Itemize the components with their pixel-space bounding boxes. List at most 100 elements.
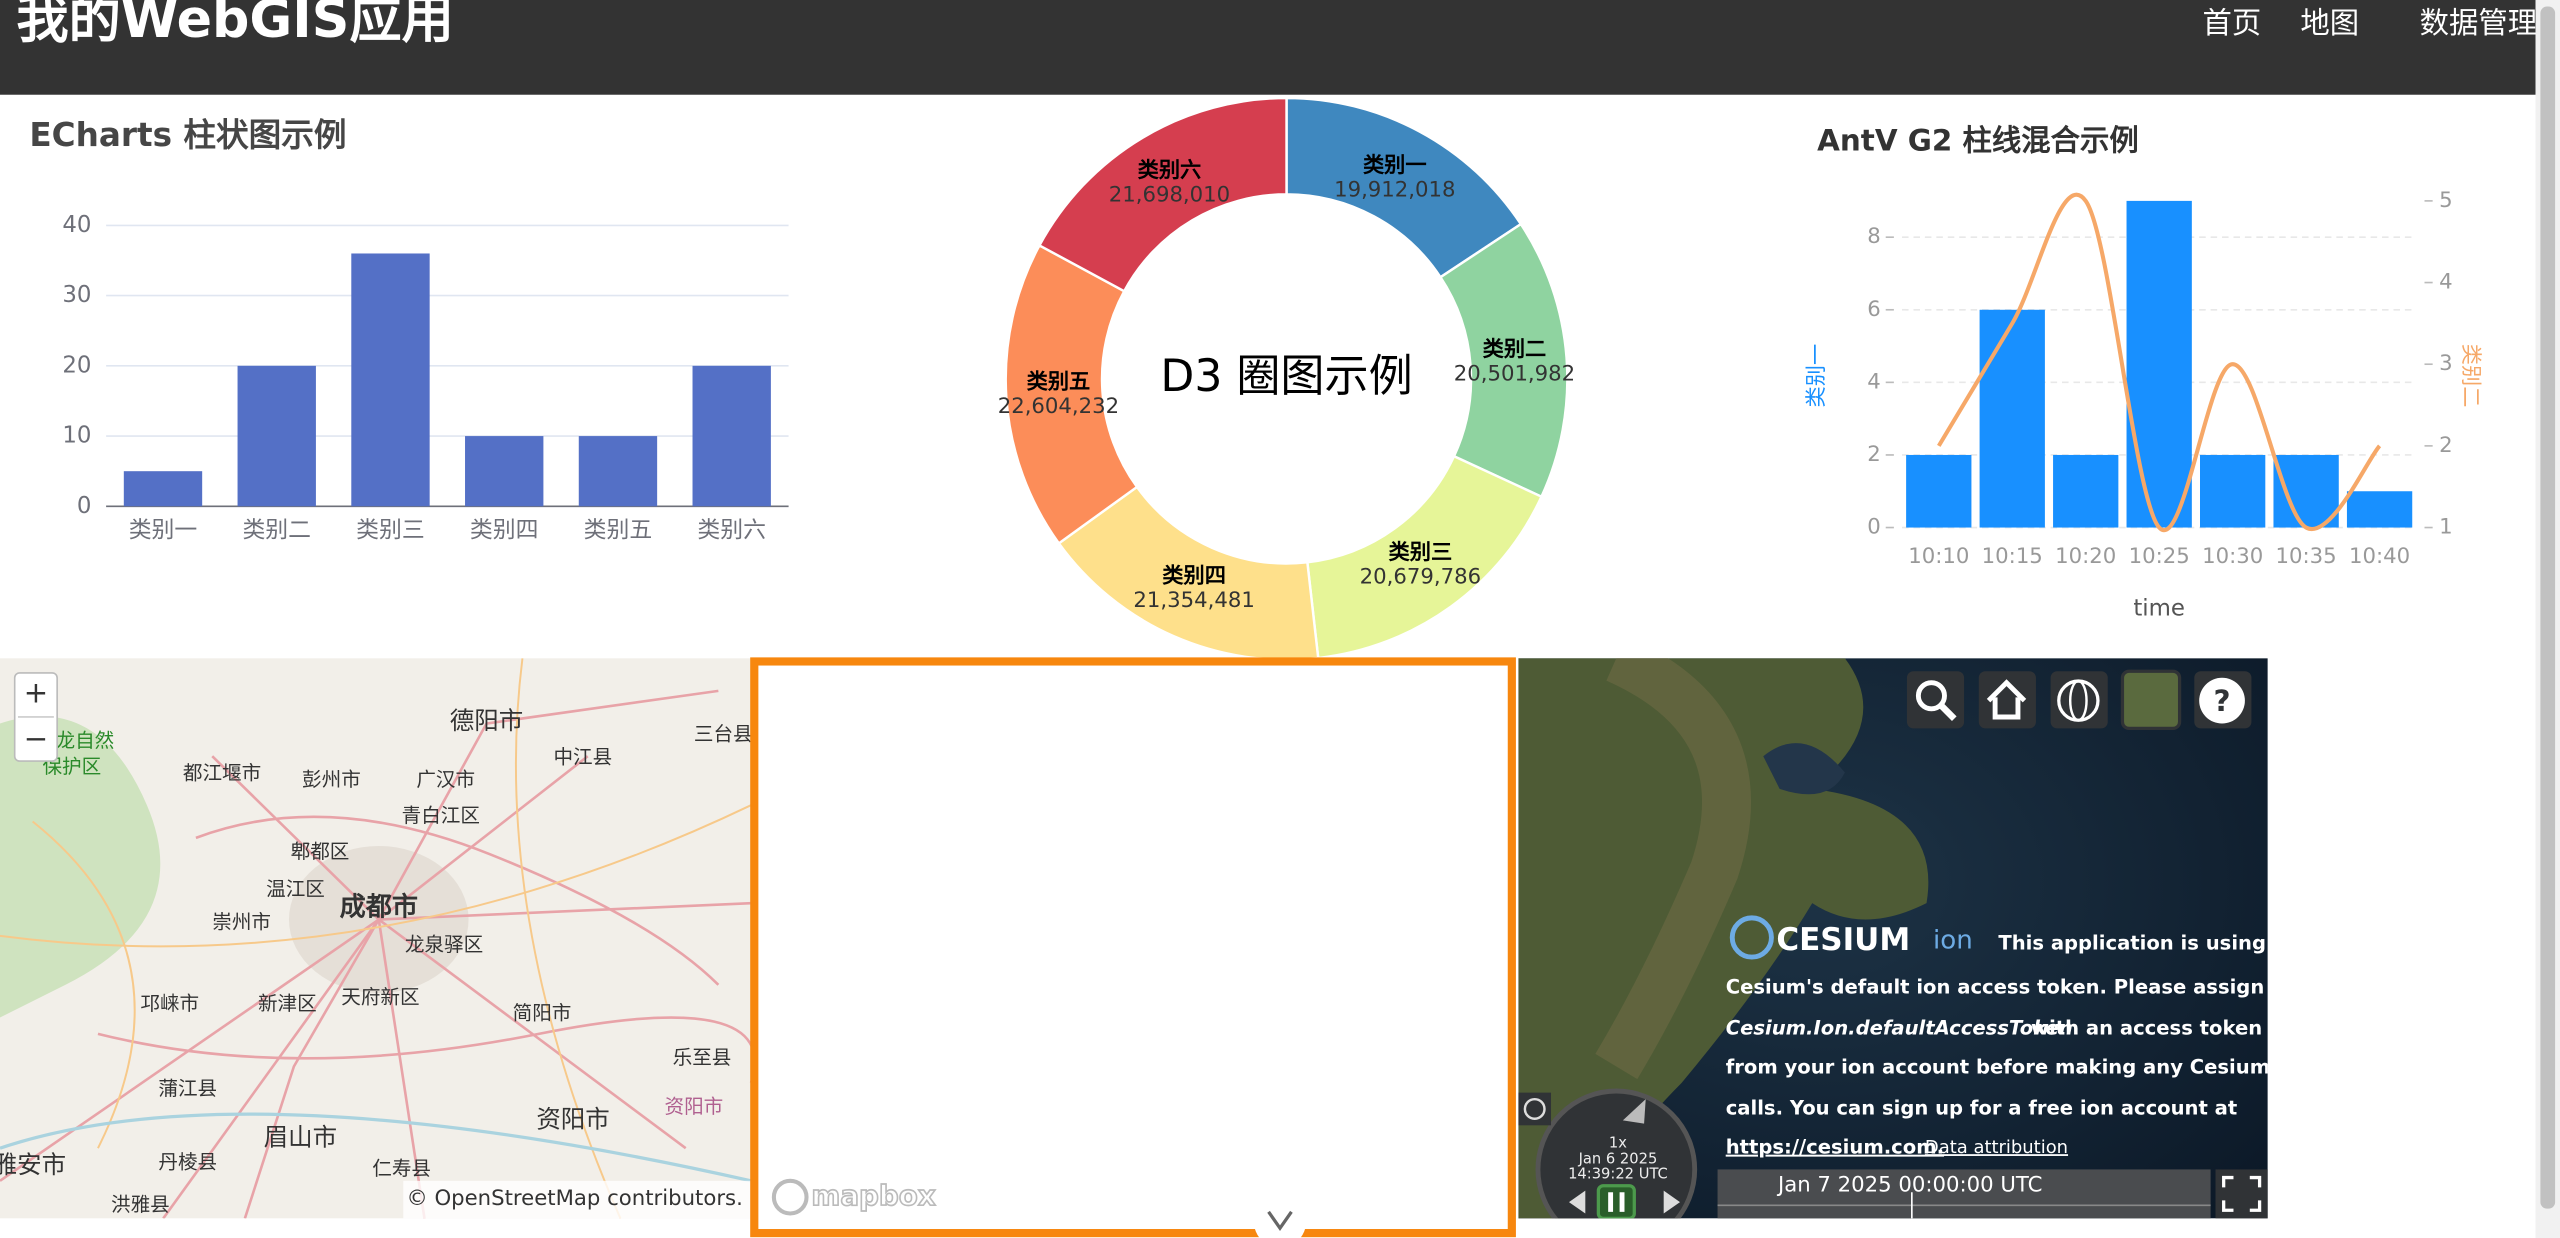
bar <box>1979 309 2045 528</box>
scrollbar-thumb[interactable] <box>2540 6 2556 1209</box>
y-tick-label: 40 <box>62 212 91 238</box>
place-label: 成都市 <box>340 892 418 923</box>
y2-tick-label: 3 <box>2439 351 2453 376</box>
bar <box>2053 454 2119 528</box>
clock-time: 14:39:22 UTC <box>1568 1165 1668 1182</box>
bar <box>2126 200 2192 528</box>
search-icon <box>1938 703 1957 721</box>
message-line: calls. You can sign up for a free ion ac… <box>1726 1096 2238 1119</box>
x-tick-label: 10:30 <box>2202 544 2263 569</box>
x-tick-label: 类别四 <box>470 517 539 543</box>
place-label: 简阳市 <box>513 1002 572 1025</box>
pause-icon <box>1619 1192 1625 1212</box>
chart-title: AntV G2 柱线混合示例 <box>1817 124 2139 158</box>
place-label: 崇州市 <box>212 910 271 933</box>
terrain <box>1595 658 1751 1080</box>
cesium-logo: ion <box>1933 925 1973 955</box>
place-label: 仁寿县 <box>372 1157 431 1180</box>
place-label: 资阳市 <box>536 1104 609 1133</box>
nav-link[interactable]: 首页 <box>2202 6 2261 40</box>
x-tick-label: 10:15 <box>1982 544 2043 569</box>
message-line: Cesium.Ion.defaultAccessToken <box>1726 1016 2073 1039</box>
x-tick-label: 10:20 <box>2055 544 2116 569</box>
place-label: 资阳市 <box>665 1095 724 1118</box>
bar <box>465 436 544 507</box>
place-label: 龙自然 <box>56 729 115 752</box>
x-tick-label: 10:10 <box>1908 544 1969 569</box>
timeline[interactable] <box>1717 1169 2211 1219</box>
header-bar <box>0 0 2536 95</box>
slice-value: 20,501,982 <box>1454 362 1575 387</box>
place-label: 三台县 <box>694 722 753 745</box>
nav-link[interactable]: 地图 <box>2300 6 2359 40</box>
y2-tick-label: 4 <box>2439 270 2453 295</box>
search-button[interactable] <box>1906 671 1965 729</box>
play-button[interactable] <box>1663 1190 1680 1214</box>
help-icon: ? <box>2214 684 2231 718</box>
y-tick-label: 10 <box>62 423 91 449</box>
base-layer-button[interactable] <box>2120 669 2182 731</box>
roads <box>0 689 752 1219</box>
zoom-in[interactable]: + <box>24 676 49 710</box>
message-line: from your ion account before making any … <box>1726 1056 2314 1079</box>
bar <box>351 253 430 507</box>
bar <box>578 436 658 507</box>
clock-button[interactable] <box>1518 1092 1552 1126</box>
osm-map[interactable]: 德阳市 三台县 中江县 都江堰市 彭州市 广汉市 龙自然 保护区 青白江区 郫都… <box>0 658 755 1219</box>
lakes <box>1763 743 1845 795</box>
data-attribution[interactable]: Data attribution <box>1925 1137 2068 1158</box>
slice-name: 类别三 <box>1389 540 1453 565</box>
place-labels: 德阳市 三台县 中江县 都江堰市 彭州市 广汉市 龙自然 保护区 青白江区 郫都… <box>0 706 753 1216</box>
bar <box>2200 454 2266 528</box>
place-label: 广汉市 <box>416 768 475 791</box>
x-tick-label: 类别五 <box>584 517 653 543</box>
y-tick-label: 6 <box>1867 297 1881 322</box>
cesium-logo: CESIUM <box>1776 922 1910 958</box>
y-tick-label: 4 <box>1867 369 1881 394</box>
continent <box>1518 658 1929 1219</box>
y2-tick-label: 1 <box>2439 515 2453 540</box>
collapse-button[interactable] <box>1253 1195 1307 1238</box>
clock-speed: 1x <box>1609 1134 1627 1151</box>
speed-needle <box>1622 1099 1646 1124</box>
cesium-viewer[interactable]: ? CESIUM ion This application is using C… <box>1518 658 2313 1238</box>
place-label: 中江县 <box>553 745 612 768</box>
clock-icon <box>1523 1097 1546 1120</box>
place-label: 丹棱县 <box>158 1150 217 1173</box>
search-icon <box>1915 680 1947 712</box>
place-label: 温江区 <box>266 878 325 901</box>
axis-title: 类别一 <box>1804 344 1829 408</box>
home-button[interactable] <box>1978 671 2036 729</box>
nav-link[interactable]: 数据管理 <box>2420 6 2537 40</box>
ion-message: CESIUM ion This application is using Ces… <box>1726 915 2314 1159</box>
place-label: 都江堰市 <box>183 762 261 785</box>
chart-title: D3 圈图示例 <box>1160 351 1412 402</box>
attribution[interactable]: © OpenStreetMap contributors. <box>407 1186 743 1211</box>
y-tick-label: 2 <box>1867 442 1881 467</box>
place-label: 眉山市 <box>264 1122 337 1151</box>
x-tick-label: 类别六 <box>697 517 766 543</box>
rewind-button[interactable] <box>1568 1190 1586 1214</box>
minor-roads <box>0 658 752 1219</box>
y-tick-label: 0 <box>77 493 92 519</box>
slice-value: 19,912,018 <box>1334 178 1455 203</box>
bar <box>692 365 771 507</box>
mapbox-logo[interactable]: mapbox <box>811 1178 937 1213</box>
place-label: 郫都区 <box>291 840 350 863</box>
zoom-out[interactable]: − <box>24 721 49 755</box>
x-tick-label: 类别二 <box>242 517 311 543</box>
mapbox-map[interactable] <box>750 657 1516 1238</box>
fullscreen-icon <box>2222 1175 2262 1212</box>
x-tick-label: 类别一 <box>129 517 198 543</box>
place-label: 新津区 <box>258 992 317 1015</box>
link[interactable]: https://cesium.com. <box>1726 1136 1944 1159</box>
place-label: 乐至县 <box>673 1046 732 1069</box>
axis-title: 类别二 <box>2458 344 2483 408</box>
bar <box>123 471 203 507</box>
place-label: 雅安市 <box>0 1150 66 1179</box>
place-label: 洪雅县 <box>111 1193 170 1216</box>
place-label: 蒲江县 <box>158 1077 217 1100</box>
pause-button[interactable] <box>1596 1184 1636 1219</box>
